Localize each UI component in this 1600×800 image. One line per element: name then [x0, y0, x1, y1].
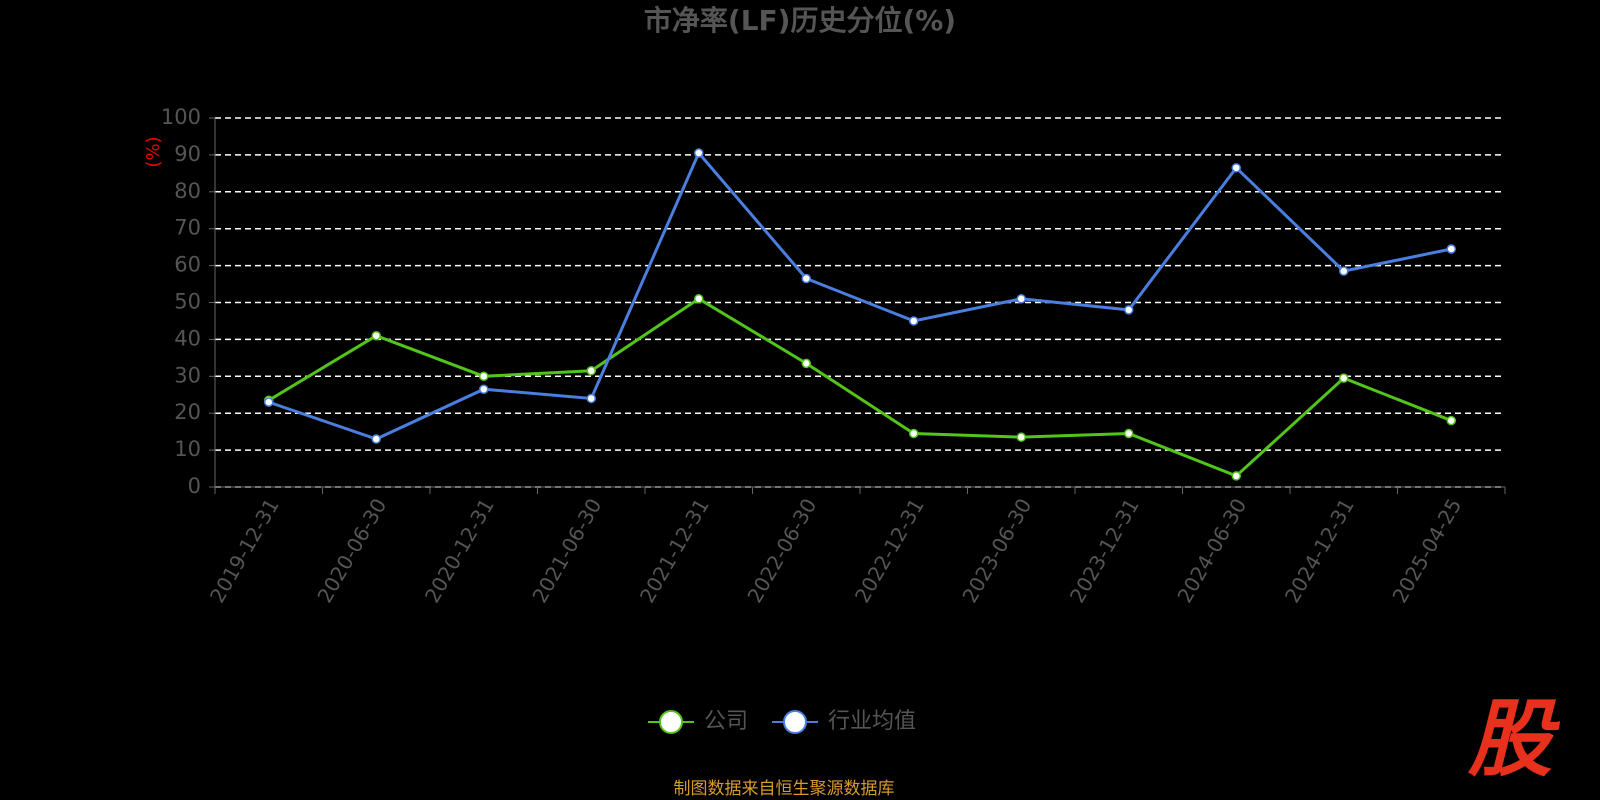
x-tick-label: 2022-06-30 [742, 494, 821, 607]
data-point [1124, 305, 1134, 315]
legend-label: 行业均值 [828, 709, 916, 734]
source-note: 制图数据来自恒生聚源数据库 [674, 779, 895, 799]
y-tick-label: 40 [174, 326, 201, 350]
x-tick-label: 2024-12-31 [1280, 494, 1359, 607]
x-tick-label: 2023-06-30 [957, 494, 1036, 607]
x-tick-label: 2021-12-31 [635, 494, 714, 607]
series-line [268, 150, 1452, 441]
data-point [1339, 266, 1349, 276]
y-tick-label: 10 [174, 437, 201, 461]
y-axis-label: (%) [143, 136, 164, 167]
x-tick-label: 2023-12-31 [1065, 494, 1144, 607]
y-tick-label: 0 [188, 474, 201, 498]
data-point [1016, 432, 1026, 442]
data-point [1339, 373, 1349, 383]
y-tick-label: 60 [174, 253, 201, 277]
data-point [1231, 163, 1241, 173]
data-point [909, 316, 919, 326]
data-point [1446, 244, 1456, 254]
x-tick-label: 2022-12-31 [850, 494, 929, 607]
x-tick-label: 2020-12-31 [420, 494, 499, 607]
x-tick-label: 2020-06-30 [312, 494, 391, 607]
data-point [1446, 415, 1456, 426]
chart-title: 市净率(LF)历史分位(%) [644, 4, 956, 37]
data-point [479, 371, 489, 382]
y-tick-label: 30 [174, 363, 201, 387]
y-tick-label: 50 [174, 290, 201, 314]
data-point [371, 434, 381, 444]
legend-marker [659, 710, 683, 734]
legend-marker [783, 710, 808, 734]
series-line [267, 297, 1452, 478]
x-tick-label: 2024-06-30 [1172, 494, 1251, 607]
data-point [371, 330, 381, 341]
y-tick-label: 90 [174, 142, 201, 166]
data-point [1124, 428, 1134, 439]
x-tick-label: 2019-12-31 [205, 494, 284, 607]
data-point [801, 273, 811, 284]
logo: 股 [1467, 690, 1561, 788]
legend-label: 公司 [704, 709, 748, 734]
y-tick-label: 80 [174, 179, 201, 203]
data-point [479, 384, 489, 394]
data-point [1016, 294, 1026, 304]
data-point [586, 393, 596, 404]
y-tick-label: 20 [174, 400, 201, 424]
y-tick-label: 100 [161, 105, 201, 129]
x-tick-label: 2021-06-30 [527, 494, 606, 607]
data-point [1231, 471, 1241, 481]
data-point [801, 358, 811, 369]
data-point [586, 366, 596, 376]
data-point [694, 148, 704, 158]
y-tick-label: 70 [174, 216, 201, 240]
data-point [264, 397, 274, 407]
data-point [909, 428, 919, 439]
x-tick-label: 2025-04-25 [1387, 494, 1466, 607]
data-point [694, 294, 704, 304]
